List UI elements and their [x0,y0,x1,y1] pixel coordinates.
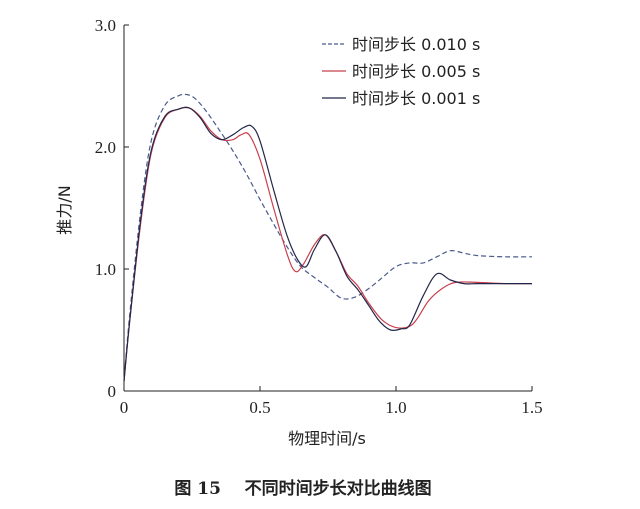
legend-label-3: 时间步长 0.001 s [352,89,480,108]
y-axis-label: 推力/N [55,185,74,234]
axes: 0 0.5 1.0 1.5 0 1.0 2.0 3.0 [95,16,543,417]
x-tick-label: 1.0 [385,398,406,417]
x-tick-label: 0.5 [249,398,270,417]
legend-label-1: 时间步长 0.010 s [352,35,480,54]
x-tick-label: 0 [120,398,129,417]
figure-caption: 图 15 不同时间步长对比曲线图 [174,478,431,499]
y-tick-label: 2.0 [95,138,116,157]
y-tick-label: 1.0 [95,260,116,279]
x-axis-label: 物理时间/s [288,429,366,448]
y-tick-label: 3.0 [95,16,116,35]
series-line-3 [123,106,532,382]
series-lines [123,93,533,382]
series-line-1 [123,93,533,382]
legend: 时间步长 0.010 s 时间步长 0.005 s 时间步长 0.001 s [322,35,480,108]
y-tick-label: 0 [108,382,117,401]
x-tick-label: 1.5 [521,398,542,417]
series-line-2 [123,106,533,382]
legend-label-2: 时间步长 0.005 s [352,62,480,81]
